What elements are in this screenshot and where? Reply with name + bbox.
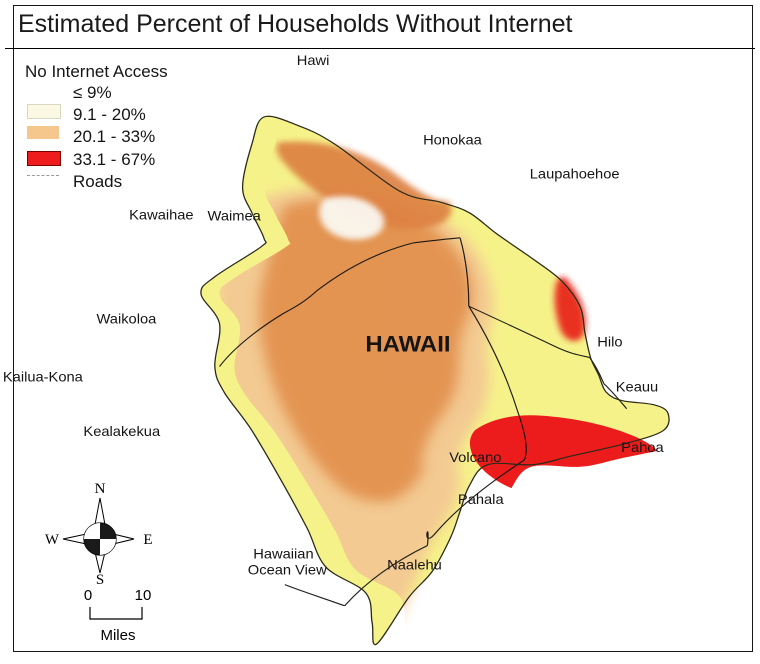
svg-text:S: S: [96, 572, 104, 588]
svg-text:Pahoa: Pahoa: [621, 439, 664, 454]
svg-text:Keauu: Keauu: [616, 379, 658, 394]
svg-text:Honokaa: Honokaa: [423, 132, 482, 147]
svg-text:Miles: Miles: [100, 627, 135, 644]
svg-text:Waikoloa: Waikoloa: [96, 311, 156, 326]
svg-text:Naalehu: Naalehu: [387, 557, 442, 572]
svg-text:Hawi: Hawi: [297, 52, 330, 67]
svg-text:0: 0: [84, 587, 92, 604]
svg-text:E: E: [143, 532, 152, 548]
svg-text:Kawaihae: Kawaihae: [129, 207, 194, 222]
svg-text:Hawaiian: Hawaiian: [253, 546, 313, 561]
svg-text:Volcano: Volcano: [449, 450, 501, 465]
svg-text:W: W: [45, 532, 60, 548]
svg-text:HAWAII: HAWAII: [365, 331, 450, 356]
svg-text:Kailua-Kona: Kailua-Kona: [3, 369, 83, 384]
svg-text:Hilo: Hilo: [597, 334, 622, 349]
svg-text:Pahala: Pahala: [458, 492, 504, 507]
svg-text:Waimea: Waimea: [208, 208, 261, 223]
svg-text:Laupahoehoe: Laupahoehoe: [530, 166, 620, 181]
svg-text:N: N: [95, 481, 106, 497]
svg-text:Ocean View: Ocean View: [248, 562, 328, 577]
svg-text:Kealakekua: Kealakekua: [83, 423, 160, 438]
svg-text:10: 10: [135, 587, 152, 604]
